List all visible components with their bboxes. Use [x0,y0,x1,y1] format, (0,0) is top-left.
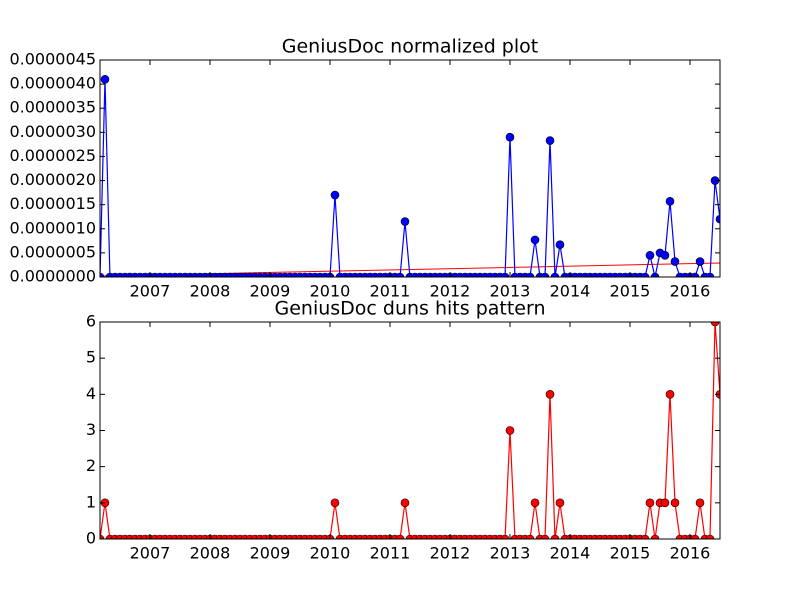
marker [695,257,705,266]
marker [555,240,565,249]
series-line [100,322,720,539]
marker [665,390,675,399]
y-tick-label: 0.0000000 [9,267,96,286]
marker [660,251,670,260]
marker [550,272,560,277]
y-tick-label: 5 [86,348,96,367]
y-tick-label: 2 [86,456,96,475]
y-tick-label: 0.0000020 [9,170,96,189]
marker [695,498,705,508]
marker [500,272,510,277]
x-tick-label: 2013 [490,282,531,301]
series-line [100,79,720,277]
y-tick-label: 0.0000030 [9,122,96,141]
axes-frame [99,59,721,278]
marker [330,498,340,508]
x-tick-label: 2011 [370,544,411,563]
y-tick-label: 0.0000045 [9,50,96,69]
y-tick-label: 1 [86,492,96,511]
marker [540,534,550,539]
y-tick-label: 0.0000010 [9,218,96,237]
marker [690,272,700,277]
marker [545,136,555,145]
x-tick-label: 2009 [250,282,291,301]
marker [645,251,655,260]
marker [100,534,105,539]
x-tick-label: 2014 [550,544,591,563]
marker [400,217,410,226]
y-tick-label: 0.0000040 [9,74,96,93]
marker [500,534,510,539]
axes-frame [99,321,721,540]
marker [705,272,715,277]
marker [545,390,555,399]
plot-area [100,322,720,539]
marker [555,498,565,508]
x-tick-label: 2007 [130,282,171,301]
marker [640,272,650,277]
y-tick-label: 3 [86,420,96,439]
marker [100,272,105,277]
marker [395,272,405,277]
marker [665,196,675,206]
marker [395,534,405,539]
chart-title: GeniusDoc duns hits pattern [274,298,545,320]
marker [525,534,535,539]
y-tick-label: 0 [86,529,96,548]
x-tick-label: 2008 [190,282,231,301]
x-tick-label: 2015 [610,544,651,563]
x-tick-label: 2008 [190,544,231,563]
marker [550,534,560,539]
chart-title: GeniusDoc normalized plot [282,36,538,58]
x-tick-label: 2016 [670,282,711,301]
marker [525,272,535,277]
x-tick-label: 2014 [550,282,591,301]
y-tick-label: 0.0000015 [9,194,96,213]
y-tick-label: 6 [86,312,96,331]
marker [670,498,680,508]
y-tick-label: 0.0000025 [9,146,96,165]
marker [715,214,720,224]
marker [645,498,655,508]
marker [670,257,680,266]
marker [650,534,660,539]
marker [400,498,410,508]
marker [710,322,720,327]
x-tick-label: 2011 [370,282,411,301]
y-tick-label: 0.0000005 [9,242,96,261]
marker [530,235,540,245]
marker [505,132,515,142]
marker [505,426,515,435]
x-tick-label: 2007 [130,544,171,563]
y-tick-label: 0.0000035 [9,98,96,117]
marker [540,272,550,277]
x-tick-label: 2009 [250,544,291,563]
plot-area [100,74,720,277]
marker [705,534,715,539]
x-tick-label: 2013 [490,544,531,563]
marker [530,498,540,508]
marker [660,498,670,508]
marker [640,534,650,539]
x-tick-label: 2016 [670,544,711,563]
marker [100,74,110,84]
marker [650,272,660,277]
x-tick-label: 2012 [430,544,471,563]
x-tick-label: 2010 [310,282,351,301]
marker [690,534,700,539]
x-tick-label: 2012 [430,282,471,301]
marker [330,190,340,200]
x-tick-label: 2010 [310,544,351,563]
x-tick-label: 2015 [610,282,651,301]
y-tick-label: 4 [86,384,96,403]
